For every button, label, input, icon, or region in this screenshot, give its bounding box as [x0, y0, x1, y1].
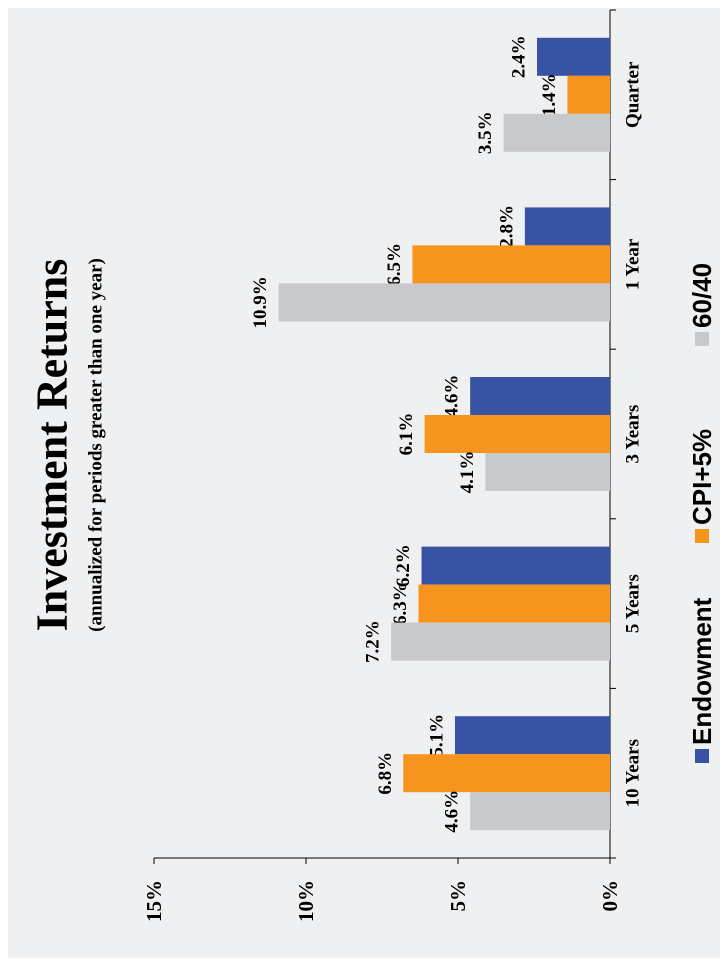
y-tick-label-10: 10%: [294, 880, 318, 922]
data-label-endowment-5-years: 6.2%: [393, 544, 414, 587]
data-label-60-40-5-years: 7.2%: [363, 620, 384, 663]
bar-cpi-5-5-years: [418, 584, 610, 623]
bar-60-40-1-year: [278, 283, 610, 322]
legend-swatch-endowment: [695, 749, 709, 763]
bar-60-40-3-years: [485, 453, 610, 491]
bar-60-40-10-years: [470, 792, 610, 831]
bar-60-40-5-years: [391, 622, 610, 661]
data-label-cpi-5-quarter: 1.4%: [539, 73, 560, 116]
bar-endowment-3-years: [470, 377, 610, 415]
bar-endowment-1-year: [524, 207, 610, 246]
data-label-60-40-3-years: 4.1%: [457, 451, 478, 494]
bar-cpi-5-10-years: [403, 754, 610, 793]
legend-swatch-cpi-5: [695, 529, 709, 543]
bar-60-40-quarter: [503, 113, 610, 152]
y-tick-label-15: 15%: [142, 880, 166, 922]
data-label-cpi-5-5-years: 6.3%: [390, 582, 411, 625]
data-label-endowment-1-year: 2.8%: [496, 205, 517, 248]
data-label-endowment-quarter: 2.4%: [509, 35, 530, 78]
data-label-endowment-3-years: 4.6%: [442, 375, 463, 418]
bar-cpi-5-3-years: [424, 415, 610, 453]
category-label-10-years: 10 Years: [623, 739, 644, 807]
category-label-5-years: 5 Years: [623, 574, 644, 633]
category-label-1-year: 1 Year: [623, 238, 644, 290]
bar-cpi-5-1-year: [412, 245, 610, 284]
chart-subtitle: (annualized for periods greater than one…: [86, 258, 107, 632]
y-tick-label-5: 5%: [446, 880, 470, 912]
data-label-cpi-5-10-years: 6.8%: [375, 752, 396, 795]
category-label-quarter: Quarter: [623, 61, 644, 128]
data-label-60-40-1-year: 10.9%: [250, 276, 271, 328]
bar-cpi-5-quarter: [567, 75, 610, 114]
legend-swatch-60-40: [695, 332, 709, 346]
category-label-3-years: 3 Years: [623, 405, 644, 464]
data-label-endowment-10-years: 5.1%: [426, 714, 447, 757]
bar-endowment-10-years: [454, 716, 610, 755]
bar-endowment-5-years: [421, 546, 610, 585]
data-label-60-40-10-years: 4.6%: [442, 790, 463, 833]
bar-endowment-quarter: [537, 37, 610, 76]
data-label-cpi-5-3-years: 6.1%: [396, 413, 417, 456]
data-label-cpi-5-1-year: 6.5%: [384, 243, 405, 286]
y-tick-label-0: 0%: [598, 880, 622, 912]
legend-label-endowment: Endowment: [687, 597, 717, 745]
data-label-60-40-quarter: 3.5%: [475, 111, 496, 154]
chart-title: Investment Returns: [28, 259, 77, 632]
legend-label-60-40: 60/40: [687, 263, 717, 328]
legend-label-cpi-5: CPI+5%: [687, 429, 717, 525]
